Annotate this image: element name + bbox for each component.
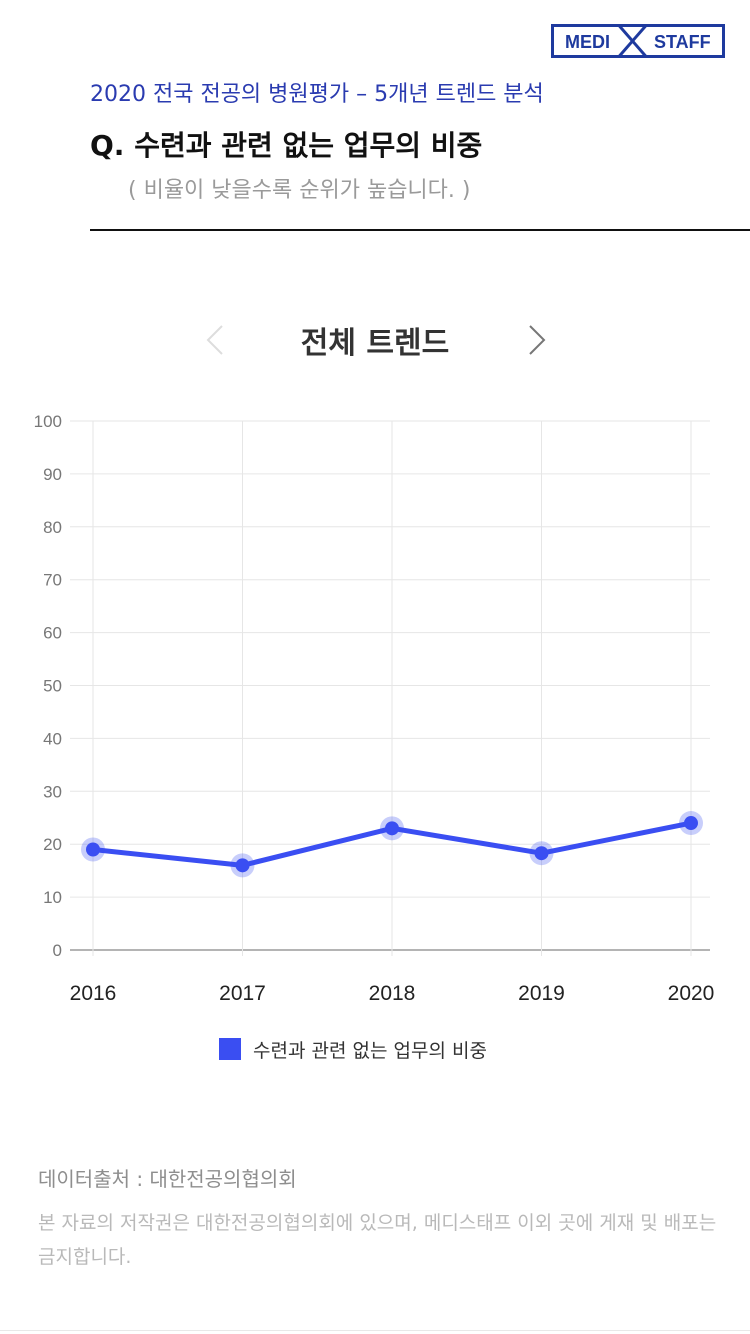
x-tick-label: 2016	[70, 982, 117, 1005]
x-tick-label: 2017	[219, 982, 266, 1005]
y-tick-label: 60	[43, 624, 62, 643]
bottom-divider	[0, 1330, 750, 1331]
report-subtitle: 2020 전국 전공의 병원평가 – 5개년 트렌드 분석	[90, 82, 544, 107]
data-point[interactable]	[230, 853, 255, 878]
data-source: 데이터출처 : 대한전공의협의회	[38, 1167, 297, 1191]
y-tick-label: 100	[34, 412, 62, 431]
y-tick-label: 10	[43, 888, 62, 907]
x-tick-label: 2018	[369, 982, 416, 1005]
x-tick-label: 2020	[668, 982, 715, 1005]
chart-legend: 수련과 관련 없는 업무의 비중	[219, 1036, 487, 1062]
y-tick-label: 0	[53, 941, 62, 960]
trend-line-chart: 0 10 20 30 40 50 60 70 80 90 100 2016 2017 2018 2019 20…	[34, 412, 715, 1005]
legend-label: 수련과 관련 없는 업무의 비중	[253, 1039, 487, 1062]
y-tick-label: 70	[43, 571, 62, 590]
chevron-right-icon[interactable]	[516, 320, 556, 360]
data-point-marker	[235, 858, 250, 873]
data-point-marker	[385, 821, 399, 836]
data-point[interactable]	[679, 811, 703, 836]
data-point-marker	[534, 846, 549, 861]
data-point-marker	[86, 842, 100, 857]
data-point[interactable]	[81, 837, 105, 862]
y-tick-label: 40	[43, 729, 62, 748]
copyright-notice: 본 자료의 저작권은 대한전공의협의회에 있으며, 메디스태프 이외 곳에 게재…	[38, 1212, 717, 1268]
x-tick-label: 2019	[518, 982, 565, 1005]
y-tick-label: 20	[43, 835, 62, 854]
data-point[interactable]	[529, 841, 554, 866]
logo-text-staff: STAFF	[654, 32, 711, 52]
y-tick-label: 80	[43, 518, 62, 537]
question-note: ( 비율이 낮을수록 순위가 높습니다. )	[128, 178, 471, 203]
data-point[interactable]	[380, 816, 404, 841]
legend-swatch	[219, 1038, 241, 1060]
question-title: Q. 수련과 관련 없는 업무의 비중	[90, 129, 483, 162]
trend-title: 전체 트렌드	[300, 326, 450, 361]
logo-text-medi: MEDI	[565, 32, 610, 52]
y-tick-label: 50	[43, 677, 62, 696]
data-point-marker	[684, 816, 698, 831]
medistaff-logo: MEDI STAFF	[551, 24, 725, 58]
y-tick-label: 90	[43, 465, 62, 484]
chevron-left-icon[interactable]	[196, 320, 236, 360]
y-tick-label: 30	[43, 782, 62, 801]
header-divider	[90, 229, 750, 231]
